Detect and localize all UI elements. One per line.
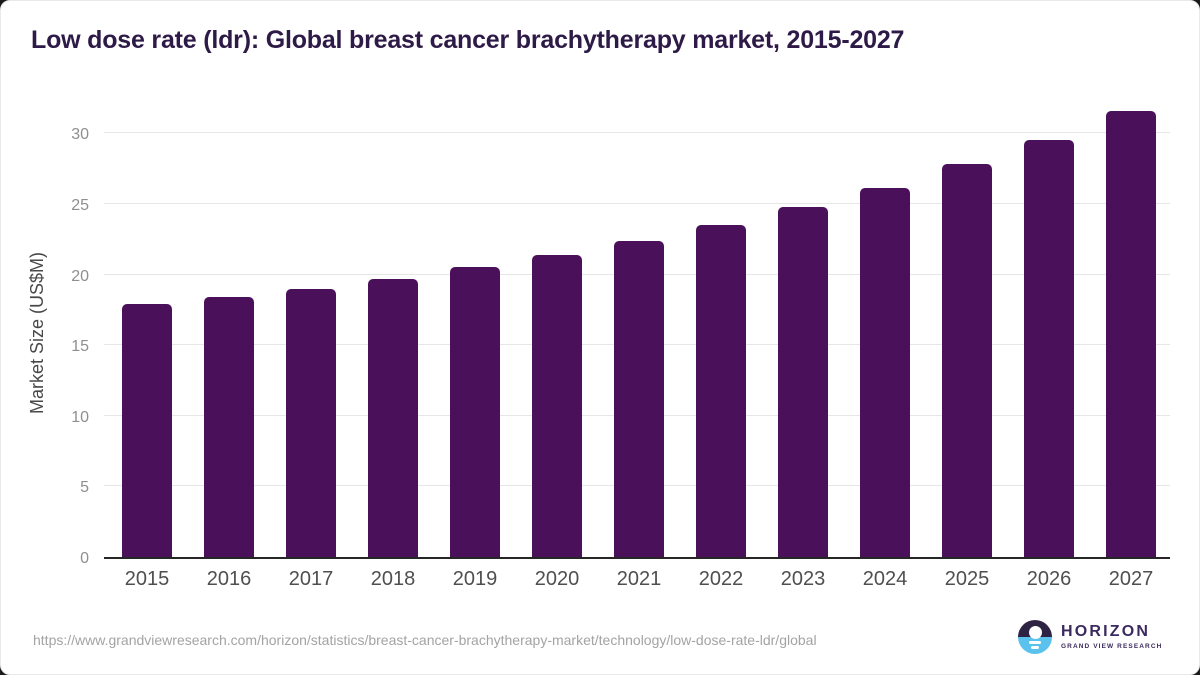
x-tick-label-2019: 2019 [452,568,498,590]
x-tick-label-2015: 2015 [124,568,170,590]
x-axis-tick-labels: 2015 2016 2017 2018 2019 2020 2021 2022 2023 2024… [104,567,1170,595]
y-tick-label-10: 10 [71,408,89,426]
bar-2024[interactable] [860,188,910,557]
y-tick-label-0: 0 [80,550,89,567]
x-tick-label-2026: 2026 [1026,568,1072,590]
y-tick-label-30: 30 [71,126,89,144]
bar-2019[interactable] [450,267,500,557]
x-tick-label-2016: 2016 [206,568,252,590]
bar-2027[interactable] [1106,110,1156,557]
sun-reflection-line [1029,641,1041,644]
x-tick-label-2021: 2021 [616,568,662,590]
horizon-logo-text: HORIZON GRAND VIEW RESEARCH [1061,623,1163,651]
x-tick-label-2017: 2017 [288,568,334,590]
bar-2026[interactable] [1024,140,1074,557]
bar-2020[interactable] [532,254,582,557]
gridline-25 [104,202,1170,204]
bar-2016[interactable] [204,297,254,557]
source-url: https://www.grandviewresearch.com/horizo… [33,632,817,648]
y-axis-tick-labels: 0 5 10 15 20 25 30 [1,107,89,567]
horizon-logo-icon [1018,620,1052,654]
bar-2017[interactable] [286,288,336,557]
sun-icon [1028,626,1042,639]
bar-2021[interactable] [614,240,664,557]
logo-name: HORIZON [1061,623,1151,640]
x-tick-label-2022: 2022 [698,568,744,590]
plot-area [104,107,1170,559]
x-tick-label-2018: 2018 [370,568,416,590]
horizon-logo: HORIZON GRAND VIEW RESEARCH [1018,620,1162,654]
page-title: Low dose rate (ldr): Global breast cance… [31,26,905,54]
bar-2018[interactable] [368,278,418,557]
x-tick-label-2020: 2020 [534,568,580,590]
x-tick-label-2027: 2027 [1108,568,1154,590]
y-tick-label-15: 15 [71,338,89,356]
bar-2015[interactable] [122,304,172,557]
x-tick-label-2023: 2023 [780,568,826,590]
bar-2023[interactable] [778,206,828,557]
y-tick-label-5: 5 [80,479,89,497]
gridline-30 [104,132,1170,134]
bar-2022[interactable] [696,225,746,557]
y-tick-label-20: 20 [71,267,89,285]
bar-2025[interactable] [942,164,992,557]
logo-subtitle: GRAND VIEW RESEARCH [1061,643,1163,650]
x-tick-label-2025: 2025 [944,568,990,590]
x-tick-label-2024: 2024 [862,568,908,590]
y-tick-label-25: 25 [71,196,89,214]
sun-reflection-line [1031,646,1039,649]
